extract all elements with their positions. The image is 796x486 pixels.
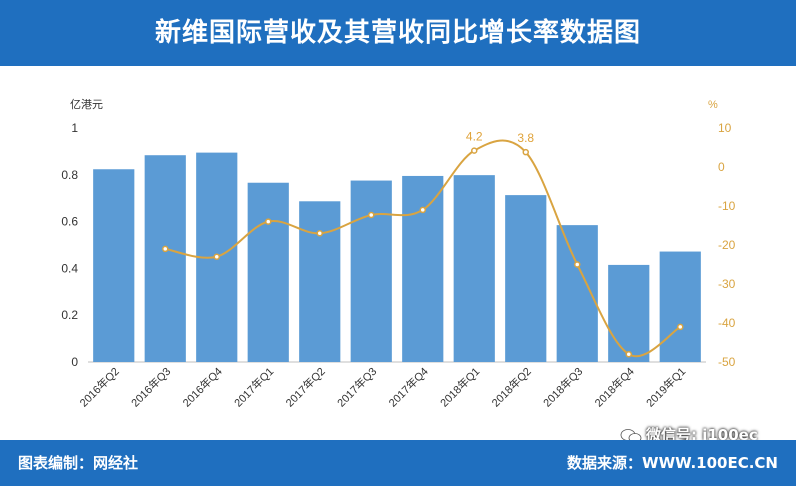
x-tick-label: 2017年Q4 [386,364,431,409]
left-tick-label: 0.2 [61,308,78,322]
header-bar: 新维国际营收及其营收同比增长率数据图 [0,0,796,66]
left-axis-unit: 亿港元 [70,98,103,111]
bar [350,180,392,362]
bar-data-label: 0.7661 [250,166,287,180]
footer-credit: 图表编制：网经社 [18,454,139,472]
growth-rate-point [368,211,375,219]
x-tick-label: 2016年Q2 [77,364,122,409]
bar [299,201,341,362]
bar [402,175,444,362]
right-tick-label: 0 [718,160,725,174]
growth-rate-point [471,147,478,154]
footer-bar: 图表编制：网经社 数据来源：WWW.100EC.CN [0,440,796,486]
bar-data-label: 0.7985 [456,158,493,172]
x-tick-label: 2017年Q1 [231,364,276,409]
bar [505,195,547,362]
left-tick-label: 0.6 [61,215,78,229]
bar-data-label: 0.6868 [301,184,338,198]
bar-data-label: 0.8948 [198,136,235,150]
right-tick-label: -40 [718,316,736,330]
growth-rate-point [213,253,220,260]
right-tick-label: 10 [718,121,732,135]
bar-data-label: 0.8837 [147,138,184,152]
growth-rate-point [162,245,169,253]
growth-rate-point [419,206,426,214]
bar [93,169,135,362]
bar [453,175,495,362]
left-tick-label: 0 [71,355,78,369]
x-tick-label: 2018年Q1 [437,364,482,409]
bar [247,182,289,362]
footer-source: 数据来源：WWW.100EC.CN [567,454,778,472]
growth-rate-point [625,350,632,358]
bar [144,155,186,362]
growth-rate-line [165,139,681,358]
bar [608,264,650,362]
bar [659,251,701,362]
right-tick-label: -30 [718,277,736,291]
left-tick-label: 0.4 [61,261,78,275]
right-tick-label: -50 [718,355,736,369]
right-tick-label: -20 [718,238,736,252]
right-axis-unit: % [708,99,718,111]
growth-rate-point [265,218,272,225]
growth-rate-point [677,323,684,331]
x-tick-label: 2016年Q4 [180,364,225,409]
x-tick-label: 2018年Q2 [489,364,534,409]
bar-data-label: 0.4149 [610,248,647,262]
x-tick-label: 2016年Q3 [128,364,173,409]
bar-data-label: 0.8237 [95,152,132,166]
bar-data-label: 0.7754 [353,164,390,178]
growth-rate-point [574,261,581,268]
combo-chart: 0 0.2 0.4 0.6 0.8 1 -50 -40 -30 -20 -10 0 10 亿港元 % 0.82… [61,98,736,410]
chart-area: 0 0.2 0.4 0.6 0.8 1 -50 -40 -30 -20 -10 0 10 亿港元% 0.82… [0,66,796,440]
x-tick-label: 2018年Q4 [592,364,637,409]
x-tick-label: 2017年Q3 [334,364,379,409]
page-title: 新维国际营收及其营收同比增长率数据图 [154,18,641,48]
left-tick-label: 1 [71,121,78,135]
wechat-id-text: 微信号: i100ec [646,426,758,444]
bar-data-label: 0.472 [665,235,695,249]
bar-data-label: 0.7132 [507,178,544,192]
x-tick-label: 2017年Q2 [283,364,328,409]
growth-rate-label: 4.2 [466,130,483,144]
x-tick-label: 2019年Q1 [643,364,688,409]
bar-data-label: 0.7951 [404,159,441,173]
growth-rate-point [316,230,323,237]
right-tick-label: -10 [718,199,736,213]
left-tick-label: 0.8 [61,168,78,182]
bar-data-label: 0.5849 [559,208,596,222]
x-tick-label: 2018年Q3 [540,364,585,409]
growth-rate-point [522,148,529,156]
growth-rate-label: 3.8 [517,131,534,145]
